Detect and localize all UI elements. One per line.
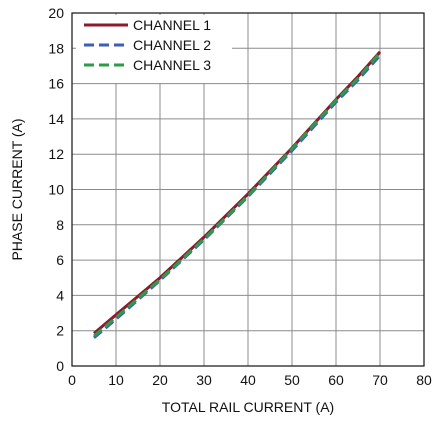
y-tick-label: 12 [48,146,64,162]
x-tick-label: 0 [68,372,76,388]
y-tick-label: 4 [56,287,64,303]
x-tick-label: 10 [108,372,124,388]
series-lines [93,50,382,339]
x-tick-label: 80 [416,372,432,388]
y-tick-label: 0 [56,358,64,374]
y-tick-label: 6 [56,252,64,268]
x-tick-label: 20 [152,372,168,388]
series-line-channel-3 [93,51,382,338]
y-axis-ticks: 0 2 4 6 8 10 12 14 16 18 20 [48,5,64,374]
y-tick-label: 10 [48,182,64,198]
x-axis-ticks: 0 10 20 30 40 50 60 70 80 [68,372,432,388]
plot-frame [71,12,425,367]
x-tick-label: 30 [196,372,212,388]
y-tick-label: 20 [48,5,64,21]
y-tick-label: 2 [56,323,64,339]
legend-label-channel-3: CHANNEL 3 [133,57,211,73]
x-tick-label: 40 [240,372,256,388]
y-tick-label: 8 [56,217,64,233]
x-tick-label: 50 [284,372,300,388]
x-tick-label: 70 [372,372,388,388]
y-tick-label: 14 [48,111,64,127]
y-tick-label: 16 [48,76,64,92]
grid [71,12,425,367]
legend-label-channel-2: CHANNEL 2 [133,37,211,53]
x-axis-label: TOTAL RAIL CURRENT (A) [162,399,334,415]
series-line-channel-1 [93,50,382,335]
legend: CHANNEL 1 CHANNEL 2 CHANNEL 3 [76,15,232,83]
x-tick-label: 60 [328,372,344,388]
legend-label-channel-1: CHANNEL 1 [133,17,211,33]
y-tick-label: 18 [48,40,64,56]
y-axis-label: PHASE CURRENT (A) [9,118,25,260]
